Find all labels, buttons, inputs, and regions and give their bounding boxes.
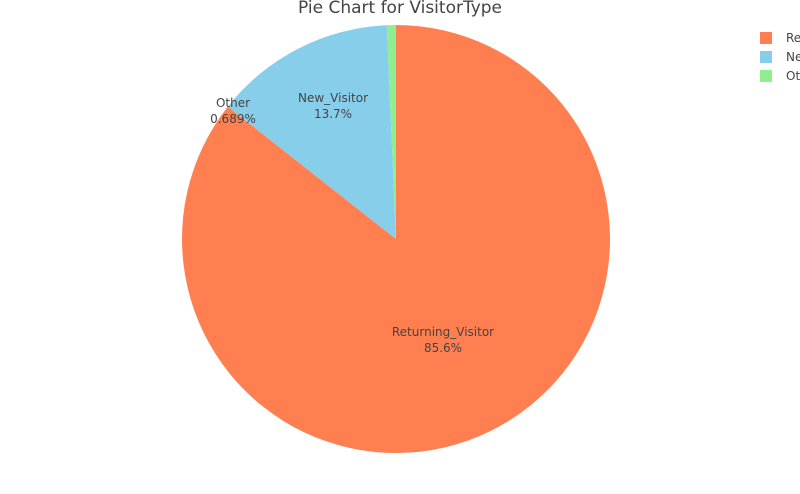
legend-label-other[interactable]: Other (786, 69, 800, 83)
legend-swatch-returning-visitor[interactable] (760, 32, 772, 44)
legend-label-new-visitor[interactable]: New_Visitor (786, 50, 800, 64)
pie-labels: Returning_Visitor 85.6% New_Visitor 13.7% Ot… (210, 91, 494, 355)
pie-slice-new-visitor[interactable] (227, 25, 396, 239)
slice-label-new-visitor: New_Visitor 13.7% (298, 91, 368, 121)
legend-swatch-other[interactable] (760, 70, 772, 82)
legend-swatch-new-visitor[interactable] (760, 51, 772, 63)
legend: Returning_Visitor New_Visitor Other (760, 31, 800, 83)
legend-label-returning-visitor[interactable]: Returning_Visitor (786, 31, 800, 45)
pie-slice-other[interactable] (386, 25, 396, 239)
chart-title: Pie Chart for VisitorType (298, 0, 502, 18)
slice-label-returning-visitor: Returning_Visitor 85.6% (392, 325, 494, 355)
pie-slices (181, 25, 611, 453)
slice-label-other: Other 0.689% (210, 96, 256, 126)
